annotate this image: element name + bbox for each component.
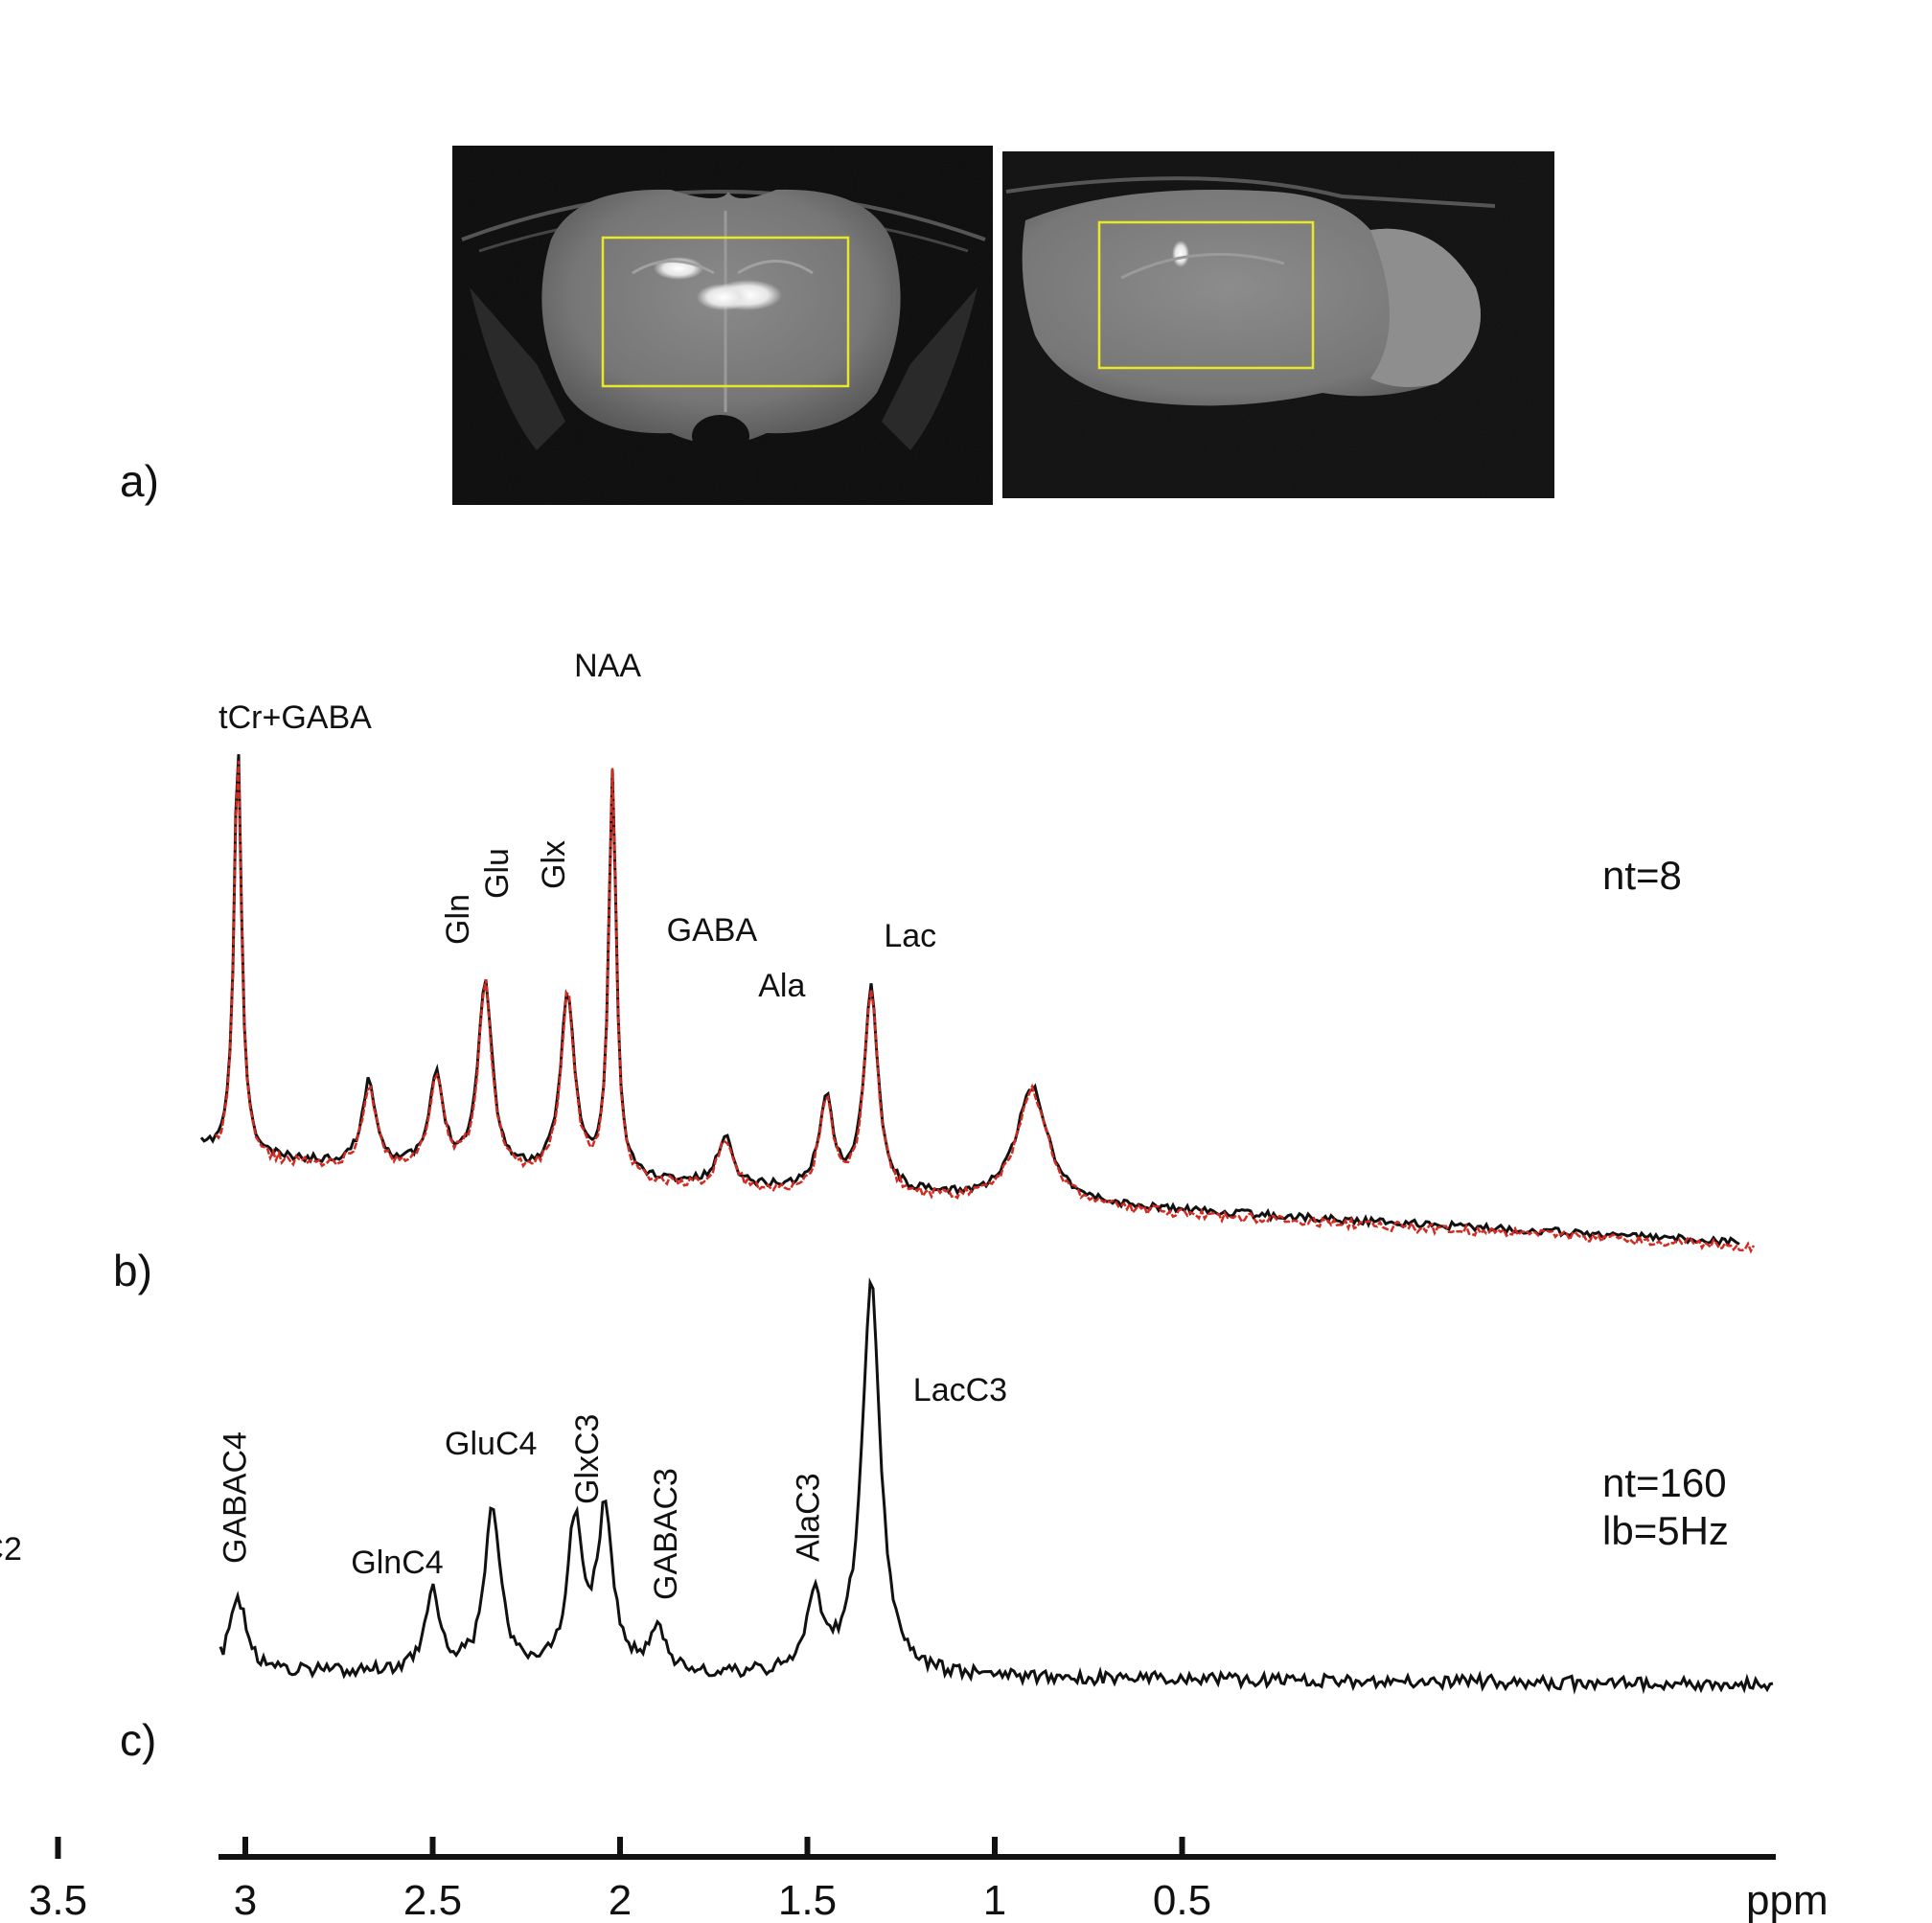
ppm-axis-tick-label: 3.5 — [29, 1877, 87, 1923]
coronal-mri-image — [452, 146, 993, 505]
ppm-axis-unit: ppm — [1746, 1877, 1828, 1923]
ppm-axis-tick-label: 1 — [983, 1877, 1006, 1923]
spectrum-c-peak-label: GABAC4 — [217, 1431, 253, 1564]
spectrum-c-peak-label: GlxC3 — [569, 1414, 606, 1504]
ppm-axis-tick-label: 2.5 — [403, 1877, 462, 1923]
panel-b-note: nt=8 — [1602, 853, 1682, 898]
ppm-axis-tick-label: 0.5 — [1153, 1877, 1211, 1923]
spectrum-b-peak-label: GABA — [667, 912, 758, 949]
spectrum-b-peak-label: Glx — [536, 840, 572, 889]
panel-c-label: c) — [120, 1715, 156, 1765]
spectrum-c-peak-label: GlnC4 — [351, 1545, 443, 1581]
ppm-axis-tick-label: 1.5 — [778, 1877, 837, 1923]
panel-b: b) nt=8 tCr+AspGlxtCr+GABAGlnGluGlxNAAGA… — [113, 648, 1756, 1295]
panel-c-note-line1: nt=160 — [1602, 1460, 1727, 1505]
panel-c: c) nt=160 lb=5Hz GlxC2GABAC4GlnC4GluC4Gl… — [0, 1277, 1774, 1765]
spectrum-c-peak-label: GlxC2 — [0, 1531, 22, 1568]
spectrum-b-peak-label: Glu — [479, 848, 516, 899]
spectrum-b-peak-label: tCr+GABA — [218, 699, 372, 736]
spectrum-b-peak-label: NAA — [574, 648, 641, 684]
spectrum-b-peak-label: Ala — [758, 968, 805, 1004]
panel-c-note-line2: lb=5Hz — [1602, 1508, 1729, 1553]
panel-b-label: b) — [113, 1246, 152, 1295]
panel-a: a) — [120, 146, 1554, 506]
spectrum-b-red-trace — [215, 761, 1756, 1254]
ppm-axis-tick-label: 3 — [234, 1877, 257, 1923]
spectrum-b-peak-label: Gln — [440, 894, 476, 945]
voi-box-sagittal — [1097, 220, 1315, 370]
spectrum-c-peak-label: AlaC3 — [791, 1473, 827, 1562]
spectrum-c-peak-label: LacC3 — [913, 1372, 1007, 1408]
spectrum-c-peak-label: GABAC3 — [648, 1468, 684, 1600]
spectrum-c-peak-label: GluC4 — [445, 1426, 537, 1462]
spectrum-b-peak-label: Lac — [884, 918, 936, 954]
spectrum-b-black-trace — [199, 754, 1740, 1248]
spectrum-c-trace — [218, 1277, 1774, 1695]
panel-a-label: a) — [120, 456, 159, 506]
ppm-axis: ppm 43.532.521.510.5 — [29, 1837, 1828, 1923]
ppm-axis-tick-label: 2 — [609, 1877, 632, 1923]
voi-box-coronal — [601, 236, 850, 388]
spectrum-c-peak-labels: GlxC2 GABAC4 GlnC4 GluC4 GlxC3 GABAC3 AlaC3 Lac… — [0, 1372, 1007, 1600]
sagittal-mri-image — [1002, 151, 1554, 498]
